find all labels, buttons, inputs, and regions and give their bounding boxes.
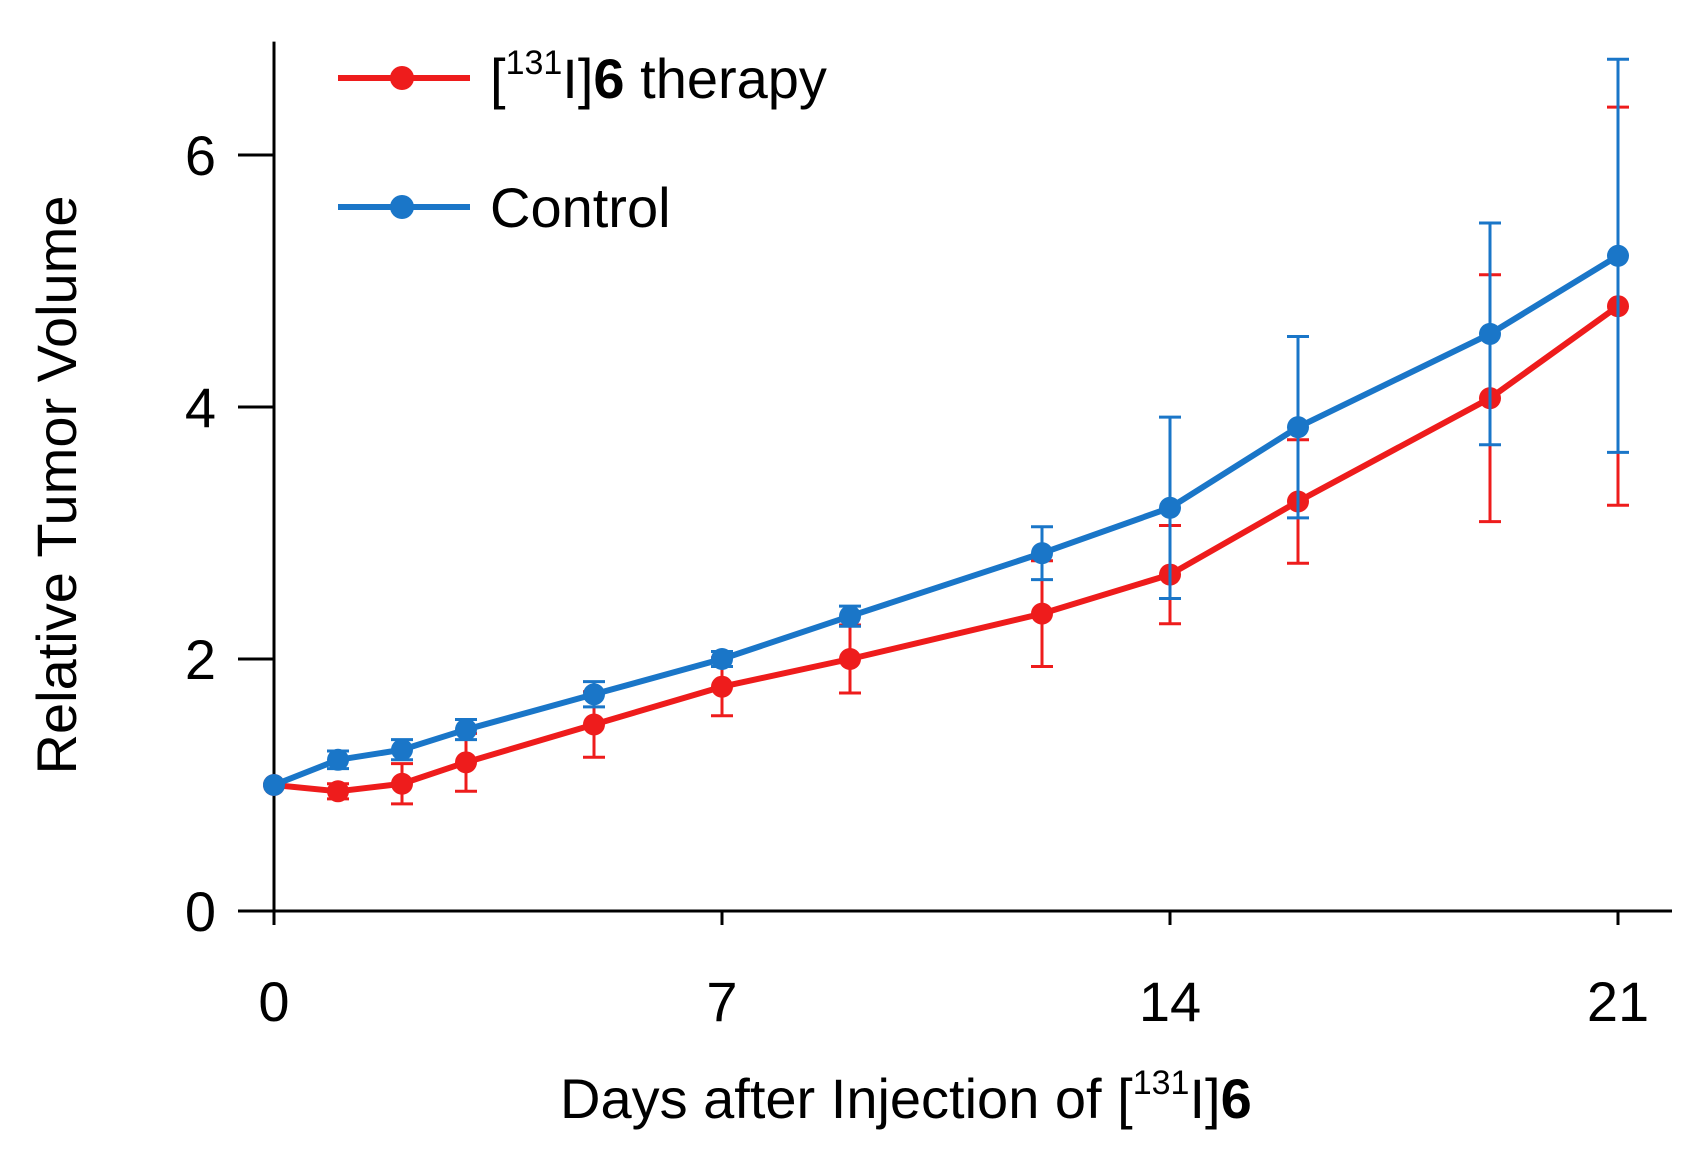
data-point-series-1-11 bbox=[1607, 244, 1629, 267]
data-point-series-1-10 bbox=[1479, 322, 1501, 345]
data-point-series-0-7 bbox=[1031, 602, 1053, 625]
data-point-series-0-3 bbox=[455, 751, 477, 774]
data-point-series-0-1 bbox=[327, 780, 349, 803]
series-layer bbox=[263, 57, 1629, 806]
x-tick-label-7: 7 bbox=[706, 970, 737, 1033]
y-tick-label-6: 6 bbox=[185, 124, 216, 187]
legend-label-part-1: 131 bbox=[506, 44, 563, 82]
y-tick-label-4: 4 bbox=[185, 376, 216, 439]
data-point-series-1-1 bbox=[327, 748, 349, 771]
data-point-series-0-4 bbox=[583, 713, 605, 736]
axes: 0 2 4 6 0 7 14 21 bbox=[185, 41, 1672, 1033]
legend-label-0: [131I]6 therapy bbox=[490, 44, 827, 110]
data-point-series-1-3 bbox=[455, 718, 477, 741]
data-point-series-1-9 bbox=[1287, 416, 1309, 439]
data-point-series-0-6 bbox=[839, 648, 861, 670]
x-axis-title-compound: 6 bbox=[1221, 1067, 1252, 1130]
series-line-1 bbox=[272, 253, 1620, 788]
data-point-series-1-7 bbox=[1031, 542, 1053, 565]
legend-marker-0 bbox=[390, 66, 414, 90]
data-point-series-1-6 bbox=[839, 605, 861, 628]
y-tick-label-0: 0 bbox=[185, 880, 216, 943]
x-axis-title-element: I] bbox=[1189, 1067, 1220, 1130]
y-ticks: 0 2 4 6 bbox=[185, 124, 274, 943]
data-point-series-0-2 bbox=[391, 772, 413, 795]
legend-label-part-4: Control bbox=[490, 176, 671, 239]
x-axis-title-superscript: 131 bbox=[1133, 1064, 1190, 1102]
data-point-series-0-5 bbox=[711, 675, 733, 698]
legend-item-1: Control bbox=[338, 176, 671, 239]
legend-item-0: [131I]6 therapy bbox=[338, 44, 827, 110]
data-point-series-1-8 bbox=[1159, 496, 1181, 519]
legend-label-1: Control bbox=[490, 176, 671, 239]
data-point-series-1-2 bbox=[391, 738, 413, 761]
x-axis-title-prefix: Days after Injection of [ bbox=[560, 1067, 1133, 1130]
data-point-series-1-5 bbox=[711, 648, 733, 670]
legend-label-part-0: [ bbox=[490, 47, 506, 110]
x-ticks: 0 7 14 21 bbox=[258, 911, 1649, 1033]
x-tick-label-0: 0 bbox=[258, 970, 289, 1033]
y-axis-title: Relative Tumor Volume bbox=[25, 196, 88, 775]
legend: [131I]6 therapy Control bbox=[338, 44, 827, 239]
data-point-series-1-0 bbox=[263, 774, 285, 796]
x-axis-title: Days after Injection of [131I]6 bbox=[560, 1064, 1252, 1130]
y-tick-label-2: 2 bbox=[185, 628, 216, 691]
x-tick-label-14: 14 bbox=[1139, 970, 1201, 1033]
series-1 bbox=[263, 57, 1629, 796]
legend-marker-1 bbox=[390, 195, 414, 219]
x-tick-label-21: 21 bbox=[1587, 970, 1649, 1033]
data-point-series-1-4 bbox=[583, 683, 605, 706]
series-0 bbox=[263, 105, 1629, 806]
legend-label-part-3: 6 bbox=[593, 47, 624, 110]
legend-label-part-2: I] bbox=[562, 47, 593, 110]
legend-label-part-4: therapy bbox=[625, 47, 827, 110]
